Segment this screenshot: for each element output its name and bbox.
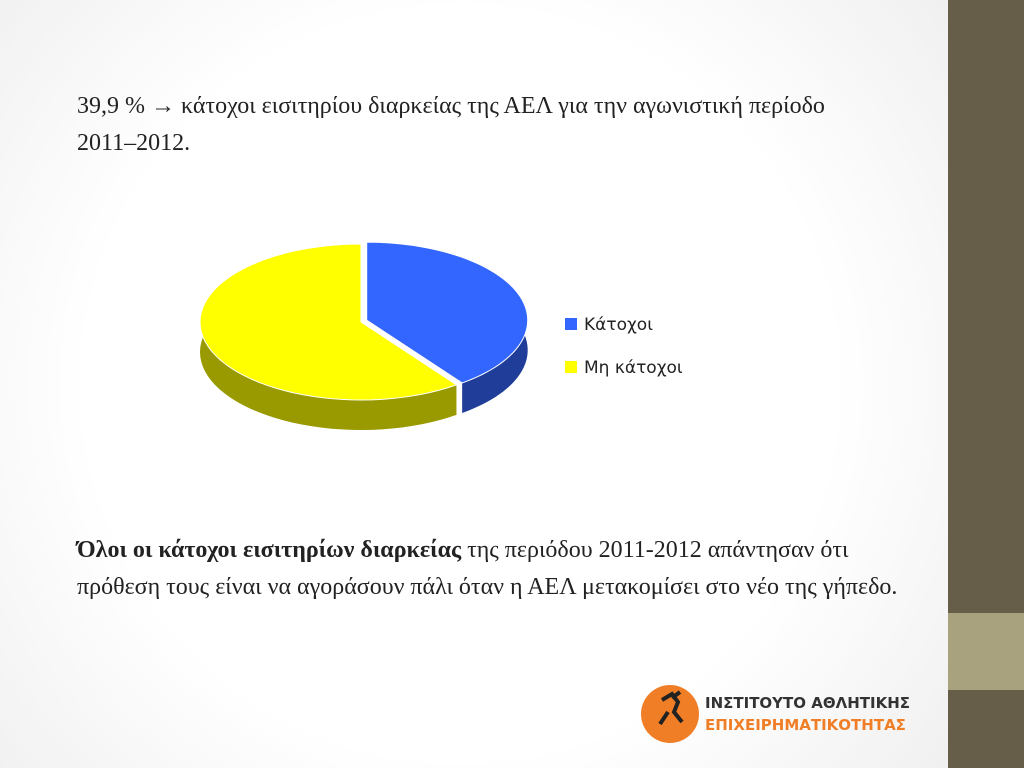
logo-line1: ΙΝΣΤΙΤΟΥΤΟ ΑΘΛΗΤΙΚΗΣ	[705, 694, 910, 712]
legend-label: Μη κάτοχοι	[584, 358, 683, 378]
logo-line2: ΕΠΙΧΕΙΡΗΜΑΤΙΚΟΤΗΤΑΣ	[705, 716, 906, 734]
slice	[366, 241, 529, 384]
intro-text: 39,9 % → κάτοχοι εισιτηρίου διαρκείας τη…	[77, 93, 825, 156]
conclusion-bold: Όλοι οι κάτοχοι εισιτηρίων διαρκείας	[77, 537, 462, 563]
sidebar-accent	[948, 613, 1024, 690]
slice	[199, 243, 458, 401]
legend-swatch	[565, 318, 577, 330]
logo-icon	[641, 685, 699, 743]
legend-label: Κάτοχοι	[584, 315, 653, 335]
legend-swatch	[565, 361, 577, 373]
chart: ΙΝΣΤΙΤΟΥΤΟ ΑΘΛΗΤΙΚΗΣ ΕΠΙΧΕΙΡΗΜΑΤΙΚΟΤΗΤΑΣ…	[199, 241, 910, 743]
logo-figure	[658, 690, 684, 726]
conclusion-rest: της περιόδου 2011-2012 απάντησαν ότι πρό…	[77, 537, 898, 600]
conclusion-text: Όλοι οι κάτοχοι εισιτηρίων διαρκείας της…	[77, 532, 907, 606]
slice-side	[200, 244, 457, 430]
